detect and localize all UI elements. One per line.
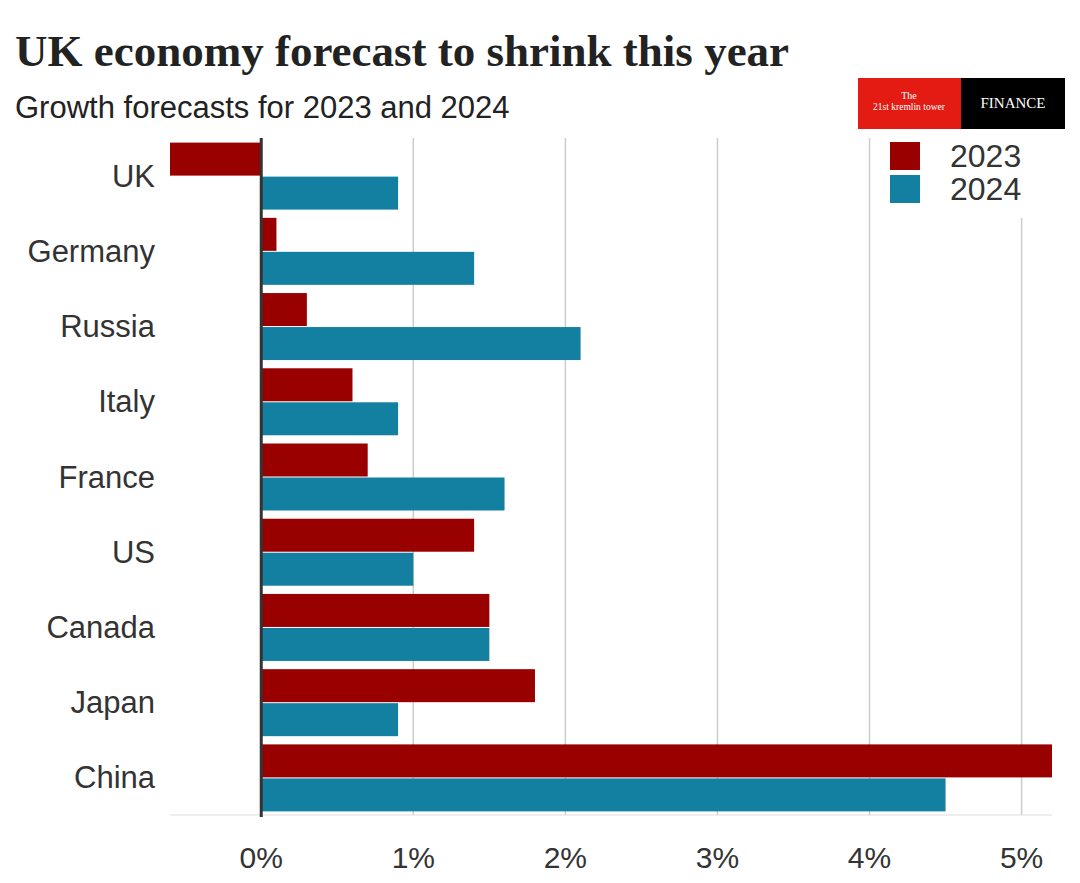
bar (261, 177, 398, 210)
bar (261, 327, 580, 360)
grid-line (869, 138, 871, 815)
category-label: UK (112, 159, 155, 194)
title: UK economy forecast to shrink this year (15, 26, 789, 76)
category-label: Germany (28, 234, 156, 269)
zero-line (260, 138, 263, 817)
bars (170, 143, 1052, 812)
bar (261, 778, 945, 811)
bar (170, 143, 261, 176)
bar (261, 402, 398, 435)
category-label: Canada (46, 610, 155, 645)
logo-text: FINANCE (980, 95, 1045, 111)
logo-box (961, 78, 1065, 129)
bar (261, 703, 398, 736)
category-label: Russia (60, 309, 156, 344)
grid-line (717, 138, 719, 815)
bar (261, 628, 489, 661)
legend-label: 2023 (950, 138, 1021, 174)
tick-label: 0% (240, 841, 283, 874)
tick-label: 2% (544, 841, 587, 874)
legend-swatch (890, 175, 920, 203)
bar (261, 293, 307, 326)
tick-label: 5% (1000, 841, 1043, 874)
tick-label: 3% (696, 841, 739, 874)
grid-line (565, 138, 567, 815)
category-label: France (59, 460, 155, 495)
bar (261, 519, 474, 552)
bar (261, 444, 367, 477)
grid-line (413, 138, 415, 815)
tick-label: 4% (848, 841, 891, 874)
grid-line (1021, 138, 1023, 815)
bar (261, 744, 1052, 777)
category-label: Italy (98, 384, 155, 419)
bar (261, 218, 276, 251)
legend-bg (884, 138, 1044, 218)
bar (261, 669, 535, 702)
logo-box (858, 78, 961, 129)
legend-swatch (890, 142, 920, 170)
bar (261, 252, 474, 285)
logo-text: The (901, 90, 917, 101)
chart: UK economy forecast to shrink this year G… (0, 0, 1080, 883)
bar (261, 478, 504, 511)
category-label: Japan (71, 685, 155, 720)
bar (261, 553, 413, 586)
tick-label: 1% (392, 841, 435, 874)
legend-label: 2024 (950, 171, 1021, 207)
bar (261, 368, 352, 401)
bar (261, 594, 489, 627)
subtitle: Growth forecasts for 2023 and 2024 (15, 90, 510, 125)
logo-text: 21st kremlin tower (873, 102, 946, 112)
category-label: China (74, 760, 156, 795)
x-axis-line (170, 815, 1052, 816)
category-label: US (112, 535, 155, 570)
